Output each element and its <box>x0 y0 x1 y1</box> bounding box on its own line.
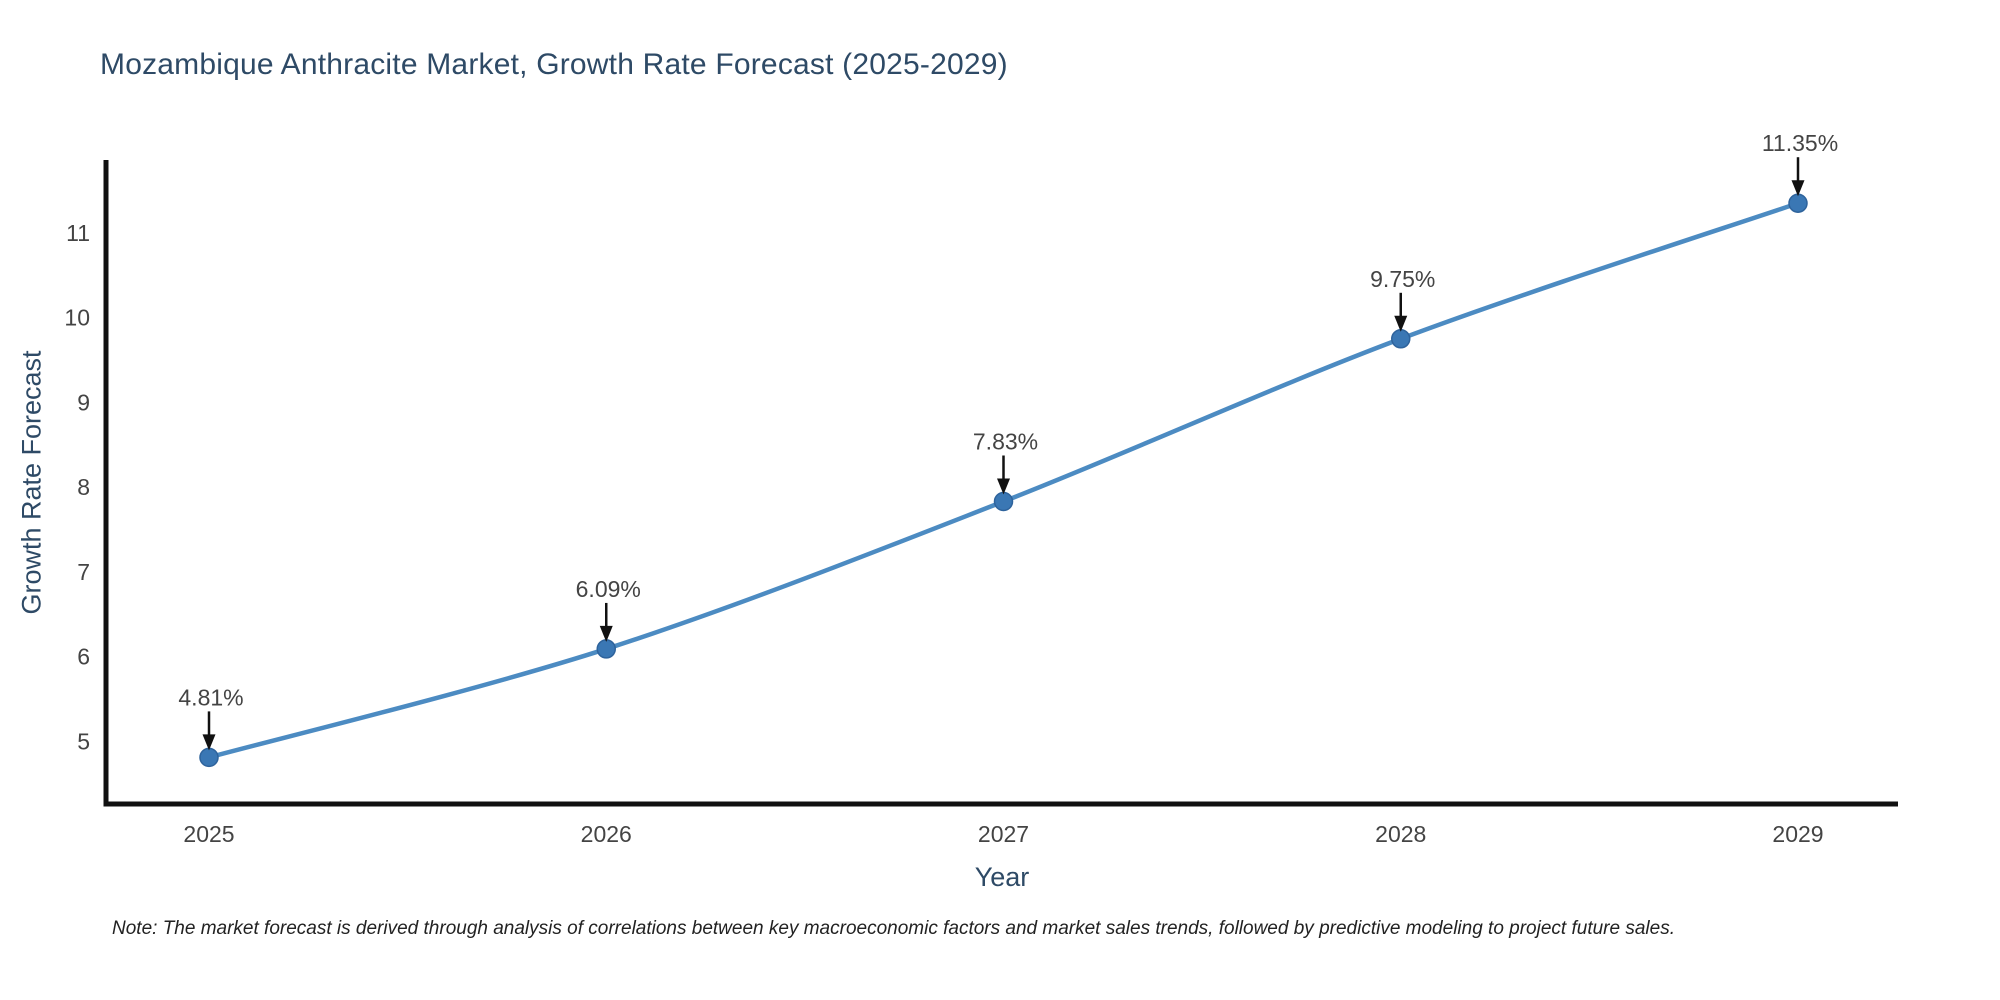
x-tick-label: 2028 <box>1375 821 1426 847</box>
point-value-label: 11.35% <box>1762 130 1838 156</box>
data-point-2027[interactable] <box>993 491 1014 512</box>
x-tick-label: 2025 <box>183 821 234 847</box>
data-point-2026[interactable] <box>596 639 616 659</box>
y-tick-label: 6 <box>77 644 90 670</box>
point-value-label: 6.09% <box>576 576 641 602</box>
annotation-arrow-head <box>997 478 1010 495</box>
x-tick-label: 2029 <box>1772 821 1823 847</box>
y-tick-label: 5 <box>77 728 90 754</box>
data-point-2028[interactable] <box>1391 329 1411 349</box>
chart-title: Mozambique Anthracite Market, Growth Rat… <box>100 48 1008 81</box>
x-tick-label: 2026 <box>581 821 632 847</box>
data-point-2029[interactable] <box>1788 193 1808 213</box>
annotation-arrow-head <box>1394 315 1408 332</box>
y-tick-label: 10 <box>64 305 90 331</box>
x-tick-label: 2027 <box>978 821 1029 847</box>
point-value-label: 4.81% <box>178 684 243 710</box>
y-tick-label: 11 <box>66 220 90 246</box>
y-tick-label: 8 <box>77 474 90 500</box>
point-value-label: 7.83% <box>973 428 1038 454</box>
footnote: Note: The market forecast is derived thr… <box>112 918 1675 939</box>
point-value-label: 9.75% <box>1370 266 1435 292</box>
data-point-2025[interactable] <box>199 747 219 768</box>
y-tick-label: 7 <box>77 559 90 585</box>
annotation-arrow-head <box>202 734 216 751</box>
annotation-arrow-head <box>599 625 613 642</box>
y-tick-label: 9 <box>77 389 90 415</box>
annotation-arrow-head <box>1791 180 1805 197</box>
x-axis-label: Year <box>974 862 1030 892</box>
